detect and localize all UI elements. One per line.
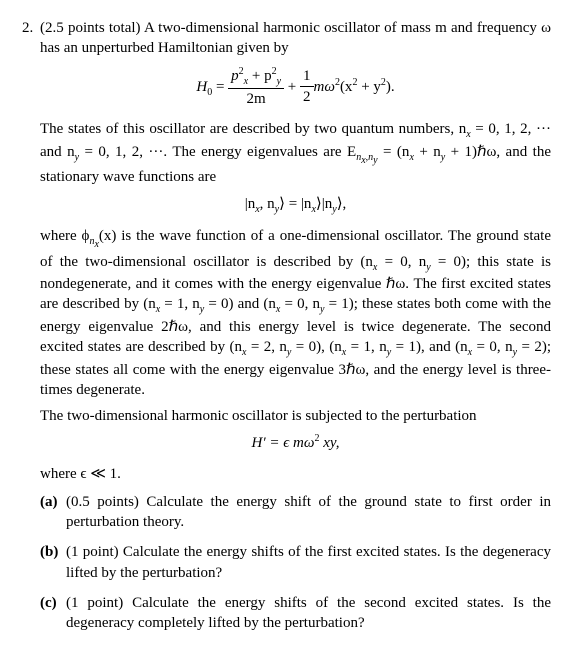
part-a: (a) (0.5 points) Calculate the energy sh…: [40, 492, 551, 533]
part-c-label: (c): [40, 593, 66, 634]
problem-body: (2.5 points total) A two-dimensional har…: [40, 18, 551, 643]
equation-ket: |nx, ny⟩ = |nx⟩|ny⟩,: [40, 194, 551, 217]
part-a-text: (0.5 points) Calculate the energy shift …: [66, 492, 551, 533]
paragraph-epsilon: where ϵ ≪ 1.: [40, 464, 551, 484]
part-b-text: (1 point) Calculate the energy shifts of…: [66, 542, 551, 583]
part-c-text: (1 point) Calculate the energy shifts of…: [66, 593, 551, 634]
part-a-label: (a): [40, 492, 66, 533]
paragraph-perturbation: The two-dimensional harmonic oscillator …: [40, 406, 551, 426]
part-b: (b) (1 point) Calculate the energy shift…: [40, 542, 551, 583]
problem-number: 2.: [22, 18, 40, 643]
part-b-label: (b): [40, 542, 66, 583]
paragraph-phi: where ϕnx(x) is the wave function of a o…: [40, 226, 551, 400]
equation-H0: H0 = p2x + p2y 2m + 1 2 mω2(x2 + y2).: [40, 65, 551, 110]
intro-paragraph: (2.5 points total) A two-dimensional har…: [40, 18, 551, 59]
problem-2: 2. (2.5 points total) A two-dimensional …: [22, 18, 551, 643]
part-c: (c) (1 point) Calculate the energy shift…: [40, 593, 551, 634]
parts-list: (a) (0.5 points) Calculate the energy sh…: [40, 492, 551, 634]
paragraph-states: The states of this oscillator are descri…: [40, 119, 551, 187]
equation-Hprime: H′ = ϵ mω2 xy,: [40, 432, 551, 453]
